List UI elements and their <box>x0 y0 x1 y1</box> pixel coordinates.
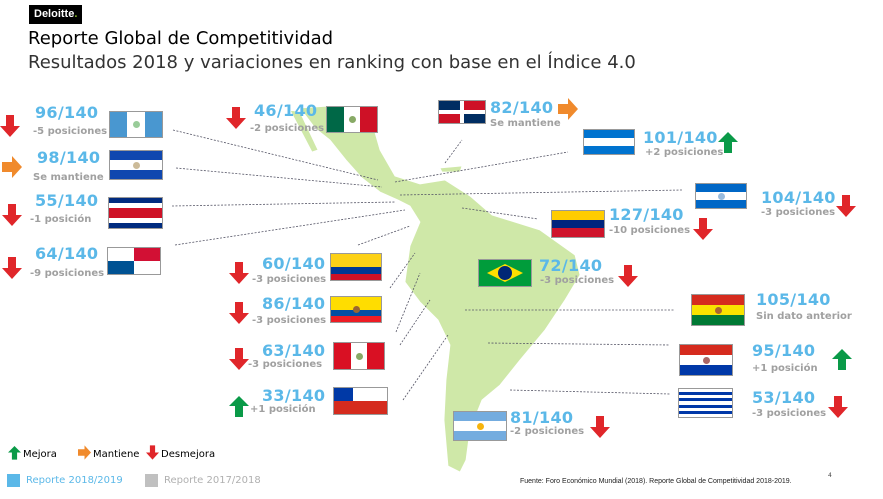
flag-peru-icon <box>333 342 385 370</box>
flag-venezuela-icon <box>551 210 605 238</box>
page-number: 4 <box>828 472 832 479</box>
rank-value: 104/140 <box>761 188 836 207</box>
arrow-down-icon <box>229 302 249 324</box>
arrow-right-icon <box>2 156 22 178</box>
flag-republica-dominicana-icon <box>438 100 486 124</box>
arrow-down-icon <box>229 262 249 284</box>
rank-value: 33/140 <box>262 386 326 405</box>
arrow-up-icon <box>832 348 852 370</box>
rank-value: 95/140 <box>752 341 816 360</box>
arrow-down-icon <box>693 218 713 240</box>
rank-value: 86/140 <box>262 294 326 313</box>
flag-mexico-icon <box>326 106 378 133</box>
flag-costa-rica-icon <box>108 197 163 229</box>
deloitte-logo: Deloitte. <box>29 5 83 24</box>
legend-report-current: Reporte 2018/2019 <box>7 474 123 487</box>
rank-change: -2 posiciones <box>510 426 585 437</box>
rank-change: +1 posición <box>250 404 316 415</box>
arrow-down-icon <box>2 204 22 226</box>
flag-honduras-icon <box>583 129 635 155</box>
arrow-right-icon <box>78 445 91 463</box>
rank-value: 81/140 <box>510 408 574 427</box>
rank-value: 63/140 <box>262 341 326 360</box>
legend-label: Reporte 2018/2019 <box>26 475 123 486</box>
flag-chile-icon <box>333 387 388 415</box>
flag-guatemala-icon <box>109 111 163 138</box>
legend-same: Mantiene <box>78 445 139 463</box>
flag-argentina-icon <box>453 411 507 441</box>
rank-change: Se mantiene <box>490 118 561 129</box>
arrow-down-icon <box>0 115 20 137</box>
rank-change: -2 posiciones <box>250 123 325 134</box>
flag-el-salvador-icon <box>109 150 163 180</box>
rank-change: -1 posición <box>30 214 92 225</box>
rank-value: 64/140 <box>35 244 99 263</box>
legend-label: Desmejora <box>161 448 216 460</box>
flag-colombia-icon <box>330 253 382 281</box>
rank-value: 101/140 <box>643 128 718 147</box>
arrow-right-icon <box>558 98 578 120</box>
connector-lines <box>171 129 683 401</box>
swatch <box>145 474 158 487</box>
legend-report-previous: Reporte 2017/2018 <box>145 474 261 487</box>
rank-change: Se mantiene <box>33 172 104 183</box>
legend-label: Mejora <box>23 448 57 460</box>
page-subtitle: Resultados 2018 y variaciones en ranking… <box>28 52 636 73</box>
rank-change: Sin dato anterior <box>756 311 852 322</box>
legend-label: Reporte 2017/2018 <box>164 475 261 486</box>
logo-dot: . <box>74 8 78 20</box>
arrow-down-icon <box>590 416 610 438</box>
flag-panama-icon <box>107 247 161 275</box>
flag-uruguay-icon <box>678 388 733 418</box>
arrow-down-icon <box>226 107 246 129</box>
arrow-down-icon <box>229 348 249 370</box>
legend-label: Mantiene <box>93 448 140 460</box>
arrow-down-icon <box>836 195 856 217</box>
rank-change: -3 posiciones <box>761 207 836 218</box>
flag-brasil-icon <box>478 259 532 287</box>
legend-worse: Desmejora <box>146 445 215 463</box>
arrow-down-icon <box>146 445 159 463</box>
rank-value: 127/140 <box>609 205 684 224</box>
flag-paraguay-icon <box>679 344 733 376</box>
rank-value: 82/140 <box>490 98 554 117</box>
rank-change: -5 posiciones <box>33 126 108 137</box>
rank-change: -3 posiciones <box>752 408 827 419</box>
rank-change: +1 posición <box>752 363 818 374</box>
source-note: Fuente: Foro Económico Mundial (2018). R… <box>520 478 792 485</box>
arrow-up-icon <box>229 395 249 417</box>
rank-value: 72/140 <box>539 256 603 275</box>
map-shape <box>289 105 581 473</box>
rank-change: +2 posiciones <box>645 147 724 158</box>
rank-change: -3 posiciones <box>248 359 323 370</box>
flag-ecuador-icon <box>330 296 382 323</box>
flag-nicaragua-icon <box>695 183 747 209</box>
logo-text: Deloitte <box>34 8 75 20</box>
rank-value: 55/140 <box>35 191 99 210</box>
rank-change: -9 posiciones <box>30 268 105 279</box>
flag-bolivia-icon <box>691 294 745 326</box>
rank-value: 96/140 <box>35 103 99 122</box>
legend-improve: Mejora <box>8 445 57 463</box>
rank-change: -10 posiciones <box>609 225 691 236</box>
rank-value: 53/140 <box>752 388 816 407</box>
rank-change: -3 posiciones <box>252 315 327 326</box>
rank-change: -3 posiciones <box>540 275 615 286</box>
arrow-down-icon <box>2 257 22 279</box>
arrow-down-icon <box>618 265 638 287</box>
arrow-down-icon <box>828 396 848 418</box>
rank-change: -3 posiciones <box>252 274 327 285</box>
rank-value: 98/140 <box>37 148 101 167</box>
rank-value: 46/140 <box>254 101 318 120</box>
swatch <box>7 474 20 487</box>
arrow-up-icon <box>8 445 21 463</box>
rank-value: 105/140 <box>756 290 831 309</box>
arrow-up-icon <box>718 131 738 153</box>
rank-value: 60/140 <box>262 254 326 273</box>
page-title: Reporte Global de Competitividad <box>28 28 334 49</box>
